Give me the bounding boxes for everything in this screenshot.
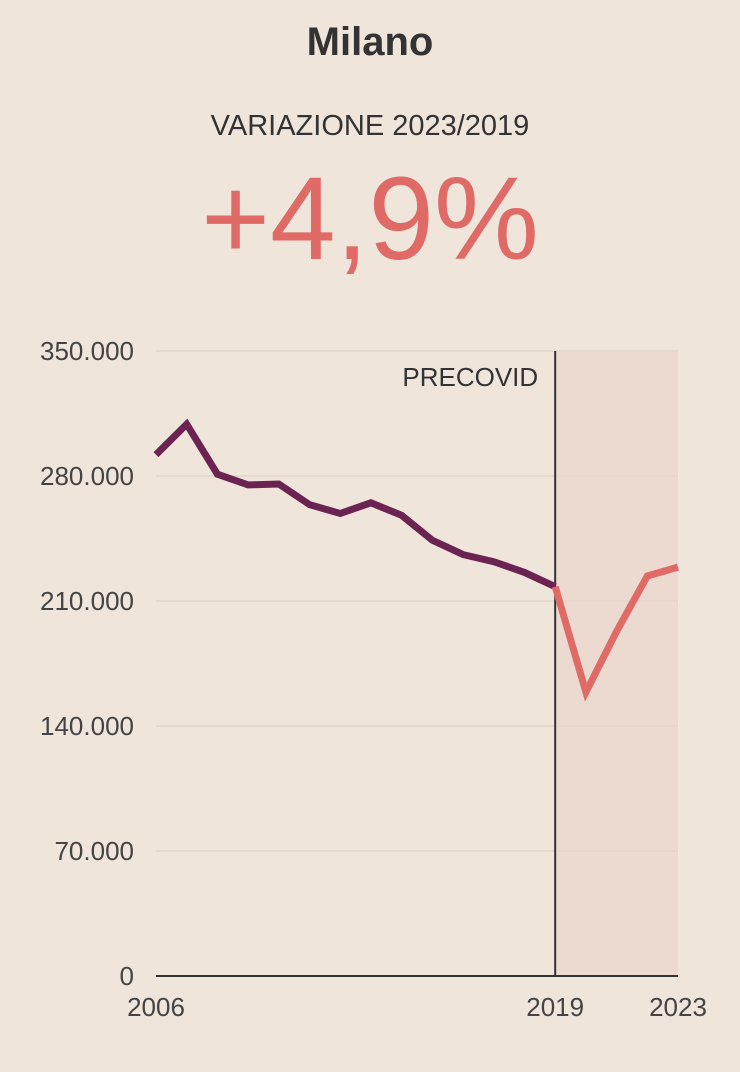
chart-subtitle: VARIAZIONE 2023/2019 bbox=[210, 110, 530, 142]
covid-shaded-region bbox=[555, 351, 678, 976]
series-line-postcovid bbox=[551, 563, 679, 702]
x-tick-label: 2023 bbox=[649, 992, 707, 1022]
precovid-label: PRECOVID bbox=[402, 362, 538, 392]
y-tick-label: 280.000 bbox=[40, 461, 134, 491]
series-line-precovid bbox=[153, 418, 557, 590]
x-tick-label: 2019 bbox=[526, 992, 584, 1022]
y-tick-label: 70.000 bbox=[54, 836, 134, 866]
change-value: +4,9% bbox=[201, 153, 539, 285]
y-tick-label: 0 bbox=[120, 961, 134, 991]
y-tick-label: 350.000 bbox=[40, 336, 134, 366]
y-tick-label: 140.000 bbox=[40, 711, 134, 741]
chart-title: Milano bbox=[306, 20, 434, 64]
x-tick-label: 2006 bbox=[127, 992, 185, 1022]
y-tick-label: 210.000 bbox=[40, 586, 134, 616]
